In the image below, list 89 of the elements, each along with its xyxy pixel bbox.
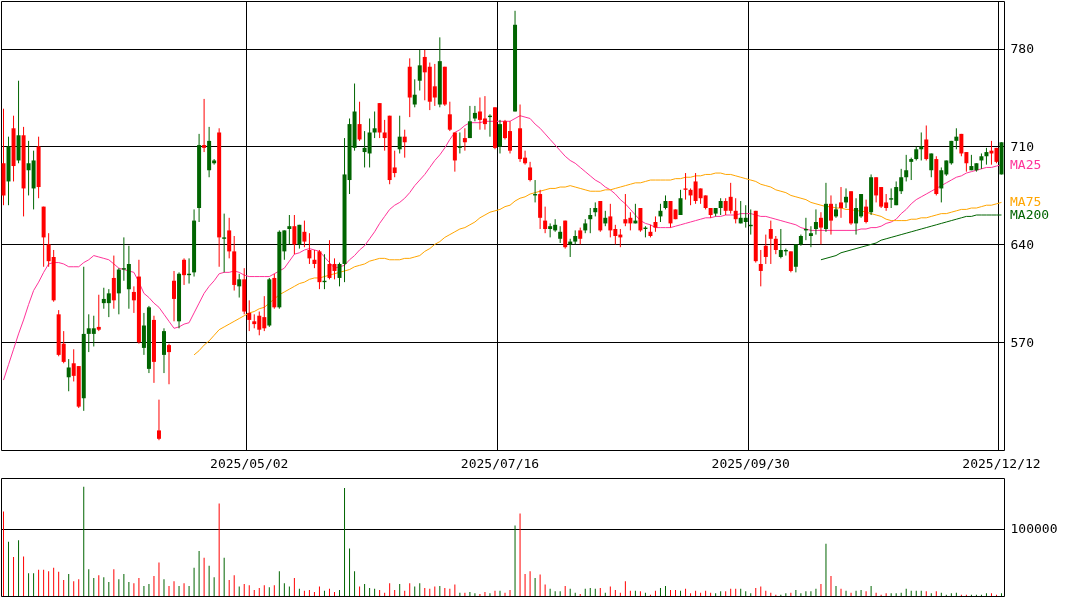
candlestick	[66, 358, 71, 392]
candlestick	[733, 197, 738, 224]
candlestick	[808, 225, 813, 248]
candlestick	[773, 235, 778, 255]
y-tick-label: 640	[1010, 236, 1034, 252]
candlestick	[417, 49, 422, 92]
x-tick-label: 2025/05/02	[210, 455, 289, 471]
candlestick	[929, 152, 934, 178]
candlestick	[608, 203, 613, 238]
candlestick	[106, 288, 111, 318]
candlestick	[548, 222, 553, 238]
y-tick-label: 570	[1010, 334, 1034, 350]
candlestick	[202, 98, 207, 153]
candlestick	[763, 234, 768, 265]
candlestick	[623, 193, 628, 227]
candlestick	[432, 63, 437, 107]
candlestick	[287, 214, 292, 245]
candlestick	[538, 189, 543, 230]
candlestick	[167, 343, 171, 385]
candlestick	[874, 176, 879, 203]
candlestick	[834, 203, 838, 219]
candlestick	[658, 203, 663, 223]
candlestick	[743, 204, 748, 229]
candlestick	[818, 211, 823, 245]
y-tick-label: 710	[1010, 138, 1034, 154]
candlestick	[182, 257, 187, 286]
candlestick	[919, 131, 924, 161]
candlestick	[457, 131, 462, 154]
candlestick	[854, 197, 859, 236]
line-series	[193, 172, 1002, 356]
candlestick	[497, 119, 502, 154]
line-series	[3, 115, 1002, 381]
candlestick	[678, 189, 683, 216]
candlestick	[828, 194, 833, 236]
line-series	[820, 214, 1002, 261]
candlestick	[844, 187, 849, 209]
candlestick	[302, 220, 307, 248]
x-tick-label: 2025/12/12	[962, 455, 1041, 471]
candlestick	[543, 206, 548, 234]
candlestick	[91, 315, 96, 347]
candlestick	[116, 267, 121, 315]
candlestick	[728, 182, 733, 215]
candlestick	[472, 105, 477, 122]
candlestick	[337, 262, 342, 287]
candlestick	[402, 129, 407, 159]
candlestick	[864, 199, 869, 224]
candlestick	[367, 118, 372, 168]
series-label: MA25	[1010, 156, 1042, 172]
candlestick	[222, 213, 227, 273]
series-label: MA200	[1010, 207, 1050, 223]
candlestick	[111, 255, 116, 310]
candlestick	[638, 207, 643, 233]
candlestick	[904, 154, 909, 182]
x-tick-label: 2025/07/16	[460, 455, 540, 471]
candlestick	[247, 299, 252, 332]
candlestick	[237, 273, 242, 299]
candlestick	[924, 124, 929, 161]
candlestick	[813, 208, 818, 236]
candlestick	[588, 207, 593, 234]
candlestick	[412, 78, 417, 108]
candlestick	[954, 127, 959, 150]
candlestick	[227, 217, 232, 259]
candlestick	[758, 249, 763, 287]
candlestick	[683, 172, 688, 201]
x-tick-label: 2025/09/30	[711, 455, 790, 471]
candlestick	[172, 270, 177, 322]
candlestick	[327, 239, 332, 280]
candlestick	[156, 399, 161, 441]
candlestick	[357, 101, 362, 142]
y-tick-label: 780	[1010, 41, 1034, 57]
candlestick	[768, 220, 773, 265]
candlestick	[467, 105, 472, 139]
candlestick	[96, 294, 101, 332]
candlestick	[462, 127, 467, 152]
candlestick	[307, 232, 312, 265]
candlestick	[793, 243, 798, 273]
candlestick	[161, 327, 166, 374]
candlestick	[372, 111, 377, 139]
candlestick	[447, 101, 452, 132]
candlestick	[788, 250, 793, 273]
candlestick	[397, 115, 402, 154]
series-label: MA75	[1010, 194, 1042, 210]
candlestick	[482, 95, 487, 131]
candlestick	[839, 186, 844, 219]
candlestick	[909, 157, 914, 181]
candlestick	[292, 214, 297, 255]
candlestick	[889, 187, 894, 209]
candlestick	[528, 161, 533, 182]
y-tick-label: 100000	[1010, 521, 1058, 537]
